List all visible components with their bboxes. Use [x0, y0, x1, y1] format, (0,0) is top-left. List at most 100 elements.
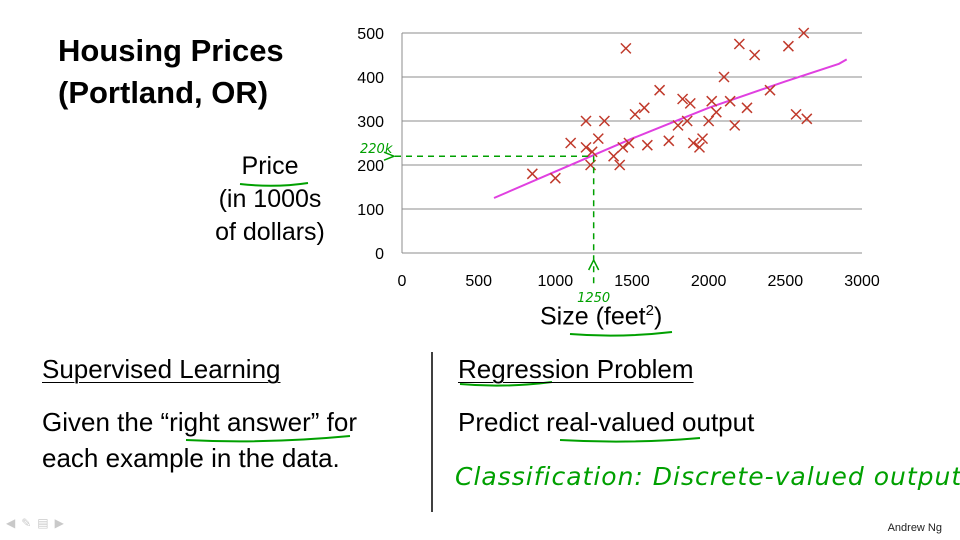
price-note-220k: 220k [360, 142, 393, 157]
data-point [598, 115, 610, 127]
point-stroke [598, 115, 610, 127]
ink-underlines [185, 182, 701, 443]
xlabel-sup: 2 [645, 302, 654, 319]
ylabel-price: Price [241, 152, 299, 180]
sl-line1-highlight: right answer [169, 407, 311, 437]
chart-points [526, 27, 813, 184]
ytick-label: 0 [375, 246, 384, 263]
point-stroke [580, 115, 592, 127]
point-stroke [801, 113, 813, 125]
data-point [654, 84, 666, 96]
data-point [697, 133, 709, 145]
data-point [687, 137, 699, 149]
menu-icon[interactable]: ▤ [37, 516, 49, 530]
point-stroke [724, 95, 736, 107]
data-point [614, 159, 626, 171]
point-stroke [697, 133, 709, 145]
supervised-learning-text: Given the “right answer” for each exampl… [42, 404, 357, 476]
point-stroke [798, 27, 810, 39]
data-point [684, 97, 696, 109]
xtick-label: 2000 [691, 273, 727, 290]
data-point [549, 172, 561, 184]
size-underline [569, 331, 673, 337]
data-point [677, 93, 689, 105]
point-stroke [549, 172, 561, 184]
point-stroke [733, 38, 745, 50]
sl-line2: each example in the data. [42, 443, 340, 473]
fit-line-group [493, 58, 848, 199]
author-credit: Andrew Ng [887, 522, 942, 534]
data-point [741, 102, 753, 114]
data-point [764, 84, 776, 96]
xlabel-text: Size (feet [540, 302, 646, 331]
point-stroke [693, 141, 705, 153]
data-point [749, 49, 761, 61]
xtick-label: 1500 [614, 273, 650, 290]
point-stroke [663, 135, 675, 147]
point-stroke [565, 137, 577, 149]
regression-underline [459, 381, 553, 387]
regression-heading: Regression Problem [458, 354, 694, 384]
point-stroke [672, 119, 684, 131]
real-valued-underline [559, 437, 701, 443]
data-point [663, 135, 675, 147]
data-point [782, 40, 794, 52]
data-point [608, 150, 620, 162]
point-stroke [749, 49, 761, 61]
ytick-label: 400 [357, 70, 384, 87]
right-answer-underline [185, 435, 351, 443]
xtick-label: 0 [398, 273, 407, 290]
point-stroke [741, 102, 753, 114]
point-stroke [608, 150, 620, 162]
point-stroke [703, 115, 715, 127]
data-point [580, 115, 592, 127]
size-note-1250: 1250 [577, 291, 610, 306]
point-stroke [586, 146, 598, 158]
pen-icon[interactable]: ✎ [21, 516, 32, 530]
point-stroke [641, 139, 653, 151]
point-stroke [629, 108, 641, 120]
data-point [592, 133, 604, 145]
point-stroke [580, 141, 592, 153]
title-line-2: (Portland, OR) [58, 75, 269, 110]
point-stroke [718, 71, 730, 83]
xtick-label: 500 [465, 273, 492, 290]
data-point [565, 137, 577, 149]
sl-line1-pre: Given the “ [42, 407, 170, 437]
xtick-label: 3000 [844, 273, 880, 290]
title-line-1: Housing Prices [58, 33, 284, 68]
prev-arrow-icon[interactable]: ◀ [6, 516, 16, 530]
rp-line1-pre: Predict [458, 407, 547, 437]
fit-line [493, 58, 848, 199]
point-stroke [729, 119, 741, 131]
point-stroke [681, 115, 693, 127]
point-stroke [617, 141, 629, 153]
classification-handwritten-note: Classification: Discrete-valued output [455, 462, 960, 491]
point-stroke [710, 106, 722, 118]
point-stroke [654, 84, 666, 96]
data-point [586, 146, 598, 158]
point-stroke [638, 102, 650, 114]
chart-ticks: 0 100 200 300 400 500 0 500 1000 1500 2000 2500 3000 [357, 26, 880, 290]
data-point [706, 95, 718, 107]
ylabel-units-1: (in 1000s [218, 185, 322, 213]
point-stroke [592, 133, 604, 145]
point-stroke [526, 168, 538, 180]
size-arrow-head [587, 258, 600, 271]
data-point [629, 108, 641, 120]
data-point [681, 115, 693, 127]
slide-nav-toolbar: ◀ ✎ ▤ ▶ [6, 516, 64, 530]
price-arrow-head [383, 151, 397, 161]
price-underline [239, 182, 309, 187]
ytick-label: 100 [357, 202, 384, 219]
next-arrow-icon[interactable]: ▶ [54, 516, 64, 530]
y-axis-label: Price (in 1000s of dollars) [200, 150, 340, 249]
regression-text: Predict real-valued output [458, 404, 754, 440]
xtick-label: 1000 [538, 273, 574, 290]
data-point [798, 27, 810, 39]
data-point [718, 71, 730, 83]
point-stroke [623, 137, 635, 149]
data-point [724, 95, 736, 107]
chart-annotations: 220k 1250 [360, 142, 610, 306]
